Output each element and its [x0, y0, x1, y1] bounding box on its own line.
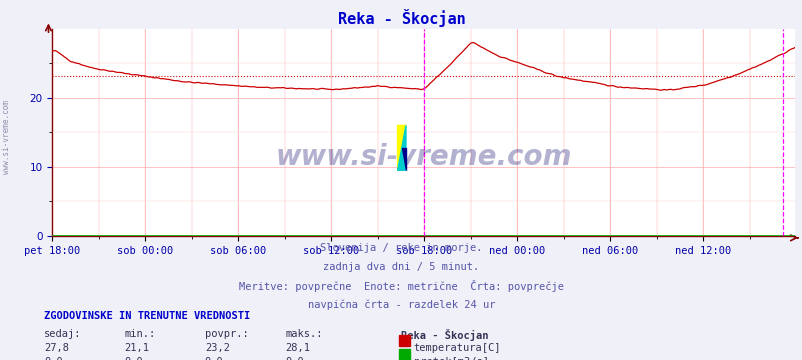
- Polygon shape: [397, 125, 406, 170]
- Text: zadnja dva dni / 5 minut.: zadnja dva dni / 5 minut.: [323, 262, 479, 272]
- Text: povpr.:: povpr.:: [205, 329, 248, 339]
- Text: 23,2: 23,2: [205, 343, 229, 353]
- Polygon shape: [401, 148, 406, 170]
- Text: 0,0: 0,0: [285, 357, 303, 360]
- Text: pretok[m3/s]: pretok[m3/s]: [413, 357, 488, 360]
- Text: 27,8: 27,8: [44, 343, 69, 353]
- Text: Meritve: povprečne  Enote: metrične  Črta: povprečje: Meritve: povprečne Enote: metrične Črta:…: [239, 280, 563, 292]
- Text: Reka - Škocjan: Reka - Škocjan: [337, 9, 465, 27]
- Text: 21,1: 21,1: [124, 343, 149, 353]
- Text: 0,0: 0,0: [44, 357, 63, 360]
- Text: ZGODOVINSKE IN TRENUTNE VREDNOSTI: ZGODOVINSKE IN TRENUTNE VREDNOSTI: [44, 311, 250, 321]
- Text: min.:: min.:: [124, 329, 156, 339]
- Text: temperatura[C]: temperatura[C]: [413, 343, 500, 353]
- Text: 28,1: 28,1: [285, 343, 310, 353]
- Text: Slovenija / reke in morje.: Slovenija / reke in morje.: [320, 243, 482, 253]
- Polygon shape: [397, 125, 406, 170]
- Text: Reka - Škocjan: Reka - Škocjan: [401, 329, 488, 341]
- Text: www.si-vreme.com: www.si-vreme.com: [2, 100, 11, 174]
- Text: sedaj:: sedaj:: [44, 329, 82, 339]
- Text: 0,0: 0,0: [205, 357, 223, 360]
- Text: maks.:: maks.:: [285, 329, 322, 339]
- Text: www.si-vreme.com: www.si-vreme.com: [275, 143, 571, 171]
- Text: 0,0: 0,0: [124, 357, 143, 360]
- Text: navpična črta - razdelek 24 ur: navpična črta - razdelek 24 ur: [307, 299, 495, 310]
